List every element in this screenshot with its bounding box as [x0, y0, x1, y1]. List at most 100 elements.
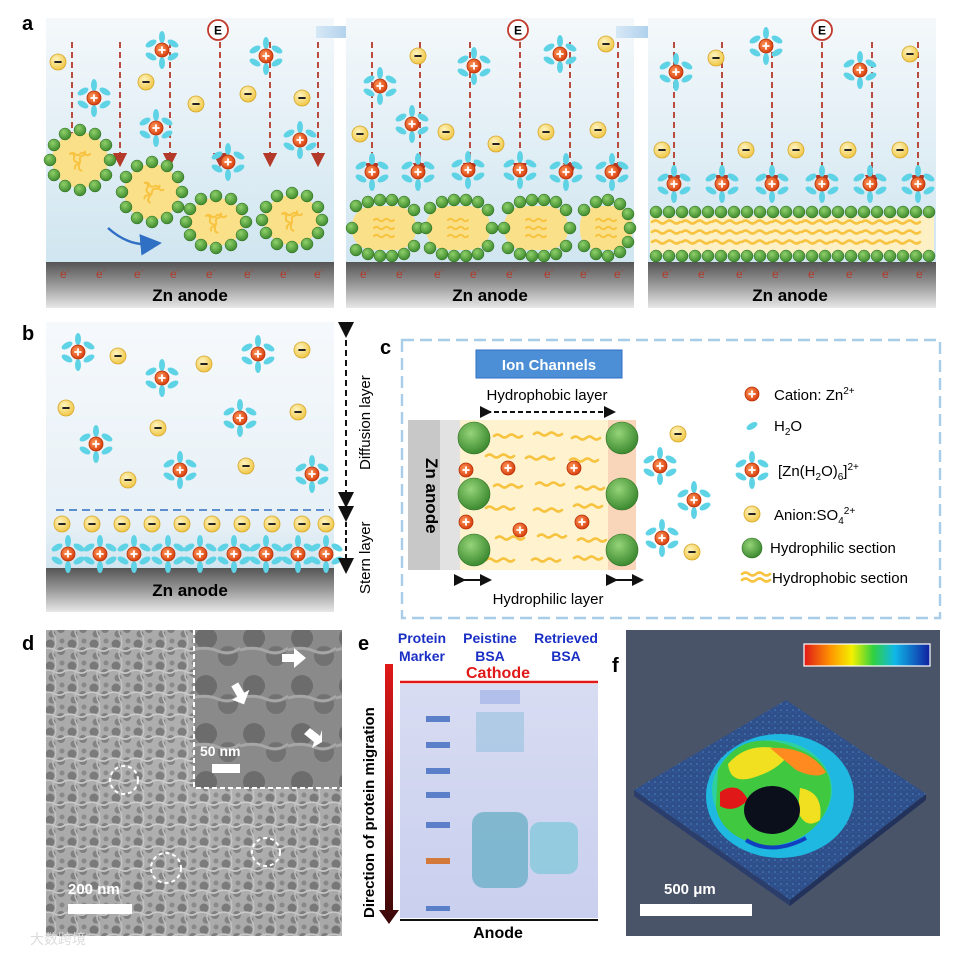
e-field-symbol: E	[207, 19, 229, 41]
panel-e: e Protein Marker Peistine BSA Retrieved …	[358, 630, 598, 942]
watermark: 大数跨境	[30, 931, 86, 947]
svg-text:e-: e-	[396, 266, 406, 281]
e-field-symbol: E	[811, 19, 833, 41]
anode-label: Zn anode	[152, 581, 228, 600]
legend-anion: Anion:SO42+	[774, 506, 855, 527]
svg-text:e-: e-	[170, 266, 180, 281]
anode-label: Zn anode	[452, 286, 528, 305]
panel-a-stage-1: Zn anode e-e- e-e- e-e- e-e-	[43, 18, 334, 308]
panel-b: b Zn anode Diffusion layer Stern layer	[22, 322, 374, 612]
panel-a: a Zn anode e-e- e-e- e-e- e-e-	[22, 13, 936, 308]
svg-text:BSA: BSA	[551, 648, 581, 664]
svg-text:e-: e-	[736, 266, 746, 281]
hydrophilic-heads	[457, 421, 639, 567]
stern-layer-label: Stern layer	[357, 521, 374, 594]
micelle	[179, 189, 253, 255]
scale-bar	[640, 904, 752, 916]
arrow-marker	[282, 648, 306, 668]
svg-text:E: E	[214, 24, 222, 38]
anode-label: Zn anode	[152, 286, 228, 305]
anode-label: Anode	[473, 925, 523, 942]
svg-text:E: E	[514, 24, 522, 38]
svg-text:e-: e-	[580, 266, 590, 281]
color-scale-bar	[803, 643, 931, 667]
surface-plot	[634, 700, 926, 906]
svg-text:e-: e-	[916, 266, 926, 281]
svg-text:e-: e-	[772, 266, 782, 281]
pristine-lane	[472, 690, 528, 888]
svg-text:e-: e-	[662, 266, 672, 281]
electron-row: e-e- e-e- e-e- e-e-	[360, 266, 624, 281]
panel-a-stage-3: Zn anode e-e- e-e- e-e- e-e-	[648, 18, 936, 308]
svg-text:E: E	[818, 24, 826, 38]
roll-arrow	[107, 227, 162, 256]
svg-text:e-: e-	[544, 266, 554, 281]
marker-lane	[426, 716, 450, 911]
lane-label-retrieved: Retrieved	[534, 630, 598, 646]
svg-text:e-: e-	[698, 266, 708, 281]
legend-cation: Cation: Zn2+	[774, 386, 855, 404]
panel-c: c Ion Channels Hydrophobic layer Zn anod…	[380, 337, 942, 620]
diffusion-layer-label: Diffusion layer	[357, 375, 374, 470]
ion-channels-box	[475, 349, 623, 379]
highlight-circles	[109, 765, 281, 884]
inset-scale-label: 50 nm	[200, 743, 240, 759]
svg-text:e-: e-	[470, 266, 480, 281]
tem-inset: 50 nm	[193, 630, 342, 789]
inset-scale-bar	[212, 764, 240, 773]
panel-d: d 50 nm 200 nm 大数跨境	[22, 630, 342, 947]
svg-text:e-: e-	[134, 266, 144, 281]
svg-text:e-: e-	[506, 266, 516, 281]
svg-text:e-: e-	[846, 266, 856, 281]
migration-axis-label: Direction of protein migration	[361, 707, 378, 918]
svg-text:Marker: Marker	[399, 648, 445, 664]
hydrophobic-layer-label: Hydrophobic layer	[487, 387, 608, 404]
panel-letter-b: b	[22, 323, 34, 345]
panel-letter-d: d	[22, 633, 34, 655]
anode-label: Zn anode	[422, 458, 441, 534]
scale-bar	[68, 904, 132, 914]
hydrophilic-layer-label: Hydrophilic layer	[493, 591, 604, 608]
migration-arrow	[379, 664, 399, 924]
svg-text:e-: e-	[96, 266, 106, 281]
svg-text:e-: e-	[882, 266, 892, 281]
e-field-symbol: E	[507, 19, 529, 41]
legend-water: H2O	[774, 418, 802, 438]
micelle	[43, 123, 117, 197]
legend: Cation: Zn2+ H2O [Zn(H2O)6]2+ Anion:SO42…	[734, 386, 908, 587]
electron-row: e-e- e-e- e-e- e-e-	[60, 266, 324, 281]
retrieved-lane	[530, 822, 578, 874]
svg-text:BSA: BSA	[475, 648, 505, 664]
bilayer	[649, 205, 936, 263]
svg-text:e-: e-	[60, 266, 70, 281]
micelle	[115, 155, 189, 229]
electron-row: e-e- e-e- e-e- e-e-	[662, 266, 926, 281]
scale-label: 500 μm	[664, 881, 716, 898]
panel-a-stage-2: Zn anode e-e- e-e- e-e- e-e-	[345, 18, 637, 308]
panel-letter-a: a	[22, 13, 34, 35]
panel-letter-f: f	[612, 655, 619, 677]
panel-letter-e: e	[358, 633, 369, 655]
micelle	[255, 186, 329, 254]
legend-hydrophobic: Hydrophobic section	[772, 570, 908, 587]
panel-f: f 500 μm	[612, 630, 940, 936]
svg-text:e-: e-	[280, 266, 290, 281]
lane-label-marker: Protein	[398, 630, 446, 646]
ion-channels-label: Ion Channels	[502, 357, 596, 374]
lane-label-pristine: Peistine	[463, 630, 517, 646]
panel-c-frame	[400, 338, 942, 620]
cathode-label: Cathode	[466, 665, 530, 682]
panel-letter-c: c	[380, 337, 391, 359]
arrow-marker	[304, 728, 322, 748]
svg-text:e-: e-	[360, 266, 370, 281]
svg-text:e-: e-	[808, 266, 818, 281]
arrow-marker	[231, 682, 250, 705]
svg-text:e-: e-	[434, 266, 444, 281]
scale-label: 200 nm	[68, 881, 120, 898]
svg-text:e-: e-	[244, 266, 254, 281]
svg-text:e-: e-	[614, 266, 624, 281]
flattened-micelles	[345, 193, 637, 263]
legend-hydrophilic: Hydrophilic section	[770, 540, 896, 557]
legend-complex: [Zn(H2O)6]2+	[778, 462, 859, 483]
